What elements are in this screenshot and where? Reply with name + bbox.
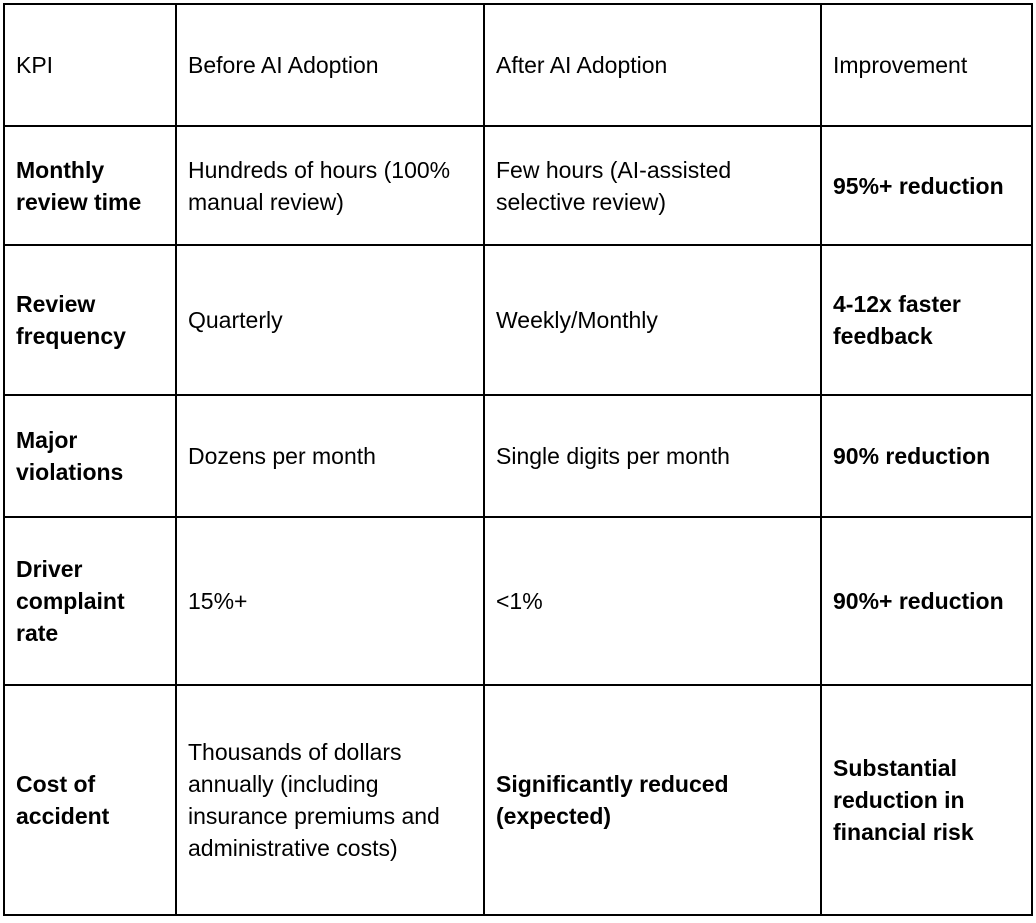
cell-improvement-value: 95%+ reduction — [820, 125, 1033, 246]
cell-before-value: Hundreds of hours (100% manual review) — [175, 125, 485, 246]
cell-before-value: Dozens per month — [175, 394, 485, 518]
table-row-review-frequency: Review frequency Quarterly Weekly/Monthl… — [3, 244, 1033, 396]
cell-after-value: Weekly/Monthly — [483, 244, 822, 396]
cell-before-value: Quarterly — [175, 244, 485, 396]
cell-kpi: Review frequency — [3, 244, 177, 396]
table-row-driver-complaint-rate: Driver complaint rate 15%+ <1% 90%+ redu… — [3, 516, 1033, 686]
cell-after-value: Significantly reduced (expected) — [483, 684, 822, 916]
table-row-monthly-review-time: Monthly review time Hundreds of hours (1… — [3, 125, 1033, 246]
cell-improvement-value: 90% reduction — [820, 394, 1033, 518]
cell-before-value: 15%+ — [175, 516, 485, 686]
cell-after-value: <1% — [483, 516, 822, 686]
header-cell-kpi: KPI — [3, 3, 177, 127]
table-row-cost-of-accident: Cost of accident Thousands of dollars an… — [3, 684, 1033, 916]
kpi-comparison-table: KPI Before AI Adoption After AI Adoption… — [3, 3, 1033, 916]
cell-before-value: Thousands of dollars annually (including… — [175, 684, 485, 916]
cell-after-value: Few hours (AI-assisted selective review) — [483, 125, 822, 246]
header-cell-improvement: Improvement — [820, 3, 1033, 127]
header-cell-after-ai-adoption: After AI Adoption — [483, 3, 822, 127]
cell-kpi: Major violations — [3, 394, 177, 518]
header-cell-before-ai-adoption: Before AI Adoption — [175, 3, 485, 127]
cell-after-value: Single digits per month — [483, 394, 822, 518]
cell-kpi: Driver complaint rate — [3, 516, 177, 686]
table-row-major-violations: Major violations Dozens per month Single… — [3, 394, 1033, 518]
cell-kpi: Monthly review time — [3, 125, 177, 246]
cell-kpi: Cost of accident — [3, 684, 177, 916]
cell-improvement-value: 4-12x faster feedback — [820, 244, 1033, 396]
header-row: KPI Before AI Adoption After AI Adoption… — [3, 3, 1033, 127]
cell-improvement-value: Substantial reduction in financial risk — [820, 684, 1033, 916]
cell-improvement-value: 90%+ reduction — [820, 516, 1033, 686]
